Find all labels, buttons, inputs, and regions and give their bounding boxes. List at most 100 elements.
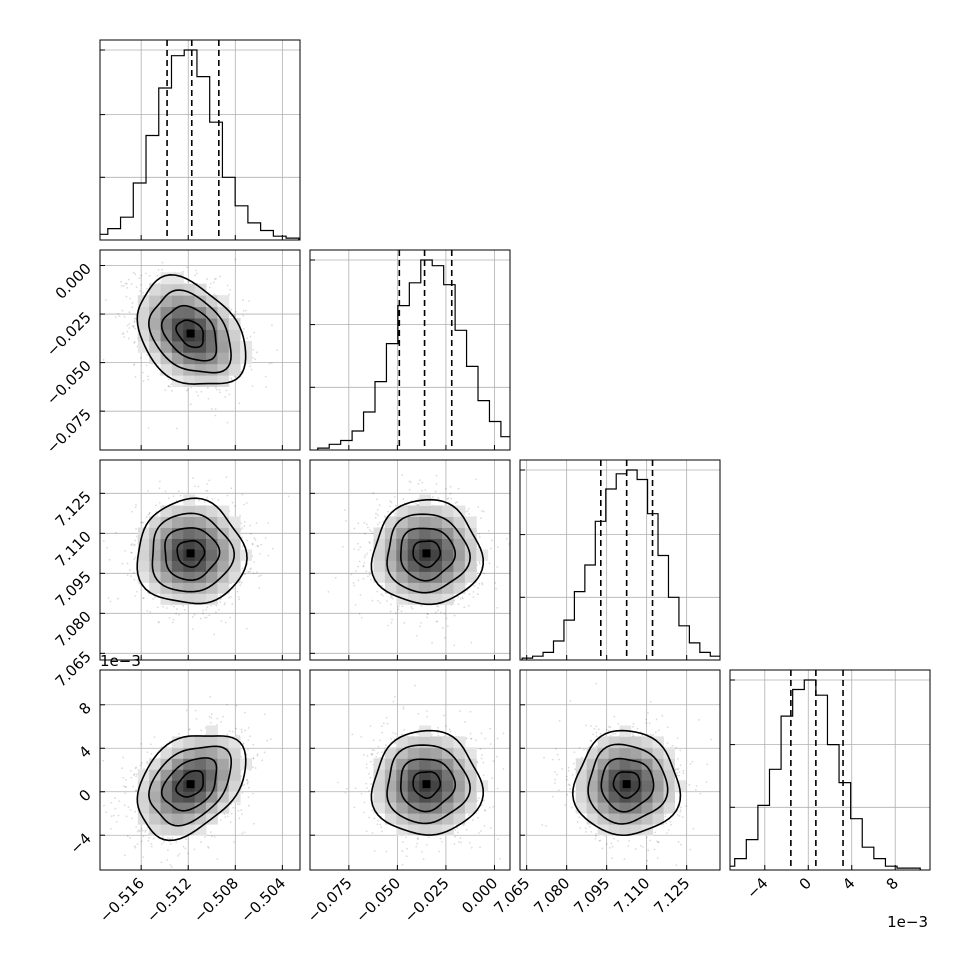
sample-point [229,616,232,619]
sample-point [214,414,217,417]
sample-point [211,408,213,410]
density-cell [373,560,386,572]
density-cell [453,538,466,550]
sample-point [434,490,437,493]
sample-point [246,539,249,542]
sample-point [115,531,117,534]
density-shading [373,494,489,605]
sample-point [230,378,233,381]
sample-point [133,340,136,343]
sample-point [131,543,133,545]
density-cell [464,527,477,539]
sample-point [110,827,112,830]
density-cell [171,306,184,319]
density-cell [194,329,207,342]
sample-point [402,498,405,500]
density-cell [160,340,173,353]
sample-point [480,582,483,584]
density-cell [419,560,432,572]
sample-point [198,499,200,502]
sample-point [213,633,216,636]
sample-point [123,336,126,339]
sample-point [359,546,362,548]
density-cell [137,295,150,308]
sample-point [108,558,111,561]
sample-point [135,535,138,538]
sample-point [215,277,217,280]
sample-point [276,349,279,352]
sample-point [197,394,199,397]
density-cell [194,295,207,308]
sample-point [191,615,194,618]
sample-point [457,603,460,606]
contour-line [147,289,232,374]
sample-point [130,282,133,285]
sample-point [121,562,124,565]
sample-point [217,499,220,501]
sample-point [271,324,273,327]
density-cell [194,318,207,330]
sample-point [189,403,192,406]
sample-point [126,324,129,327]
sample-point [240,522,243,525]
sample-point [216,717,219,720]
density-cell [384,516,397,528]
density-cell [384,538,397,550]
sample-point [226,284,229,287]
sample-point [133,558,135,560]
histogram [317,259,510,450]
scatter-panel-1-2 [309,459,516,661]
sample-point [242,327,245,330]
sample-point [148,274,151,277]
density-cell [206,363,218,376]
density-cell [171,582,184,594]
sample-point [456,501,459,503]
sample-point [225,389,228,392]
density-cell [149,340,162,353]
sample-point [243,520,246,523]
density-cell [373,538,386,550]
sample-point [459,597,462,600]
sample-point [483,572,485,575]
density-cell [149,283,162,296]
sample-point [251,542,254,545]
sample-point [147,839,150,842]
sample-point [488,562,491,565]
sample-point [218,391,221,394]
sample-point [514,543,516,545]
sample-point [162,605,164,608]
sample-point [224,621,227,624]
sample-point [247,570,250,573]
sample-point [381,584,384,587]
density-cell [217,352,230,365]
sample-point [156,606,159,609]
sample-point [391,618,394,621]
sample-point [205,616,208,619]
density-cell [217,329,230,342]
sample-point [394,512,397,515]
sample-point [354,570,357,572]
density-cell [217,505,230,517]
sample-point [369,549,372,552]
sample-point [345,519,347,522]
sample-point [363,521,366,524]
sample-point [363,556,366,559]
density-cell [464,560,477,572]
sample-point [367,575,369,578]
density-cell [183,375,196,388]
sample-point [256,754,259,757]
sample-point [401,605,404,608]
sample-point [435,620,438,623]
sample-point [138,277,141,280]
density-cell [442,593,454,605]
sample-point [388,505,391,508]
sample-point [238,817,241,820]
sample-point [426,613,429,615]
density-cell [160,283,173,296]
sample-point [134,539,137,542]
sample-point [135,773,138,776]
density-cell [149,318,162,330]
sample-point [397,605,400,608]
sample-point [172,605,175,608]
density-cell [137,549,150,561]
